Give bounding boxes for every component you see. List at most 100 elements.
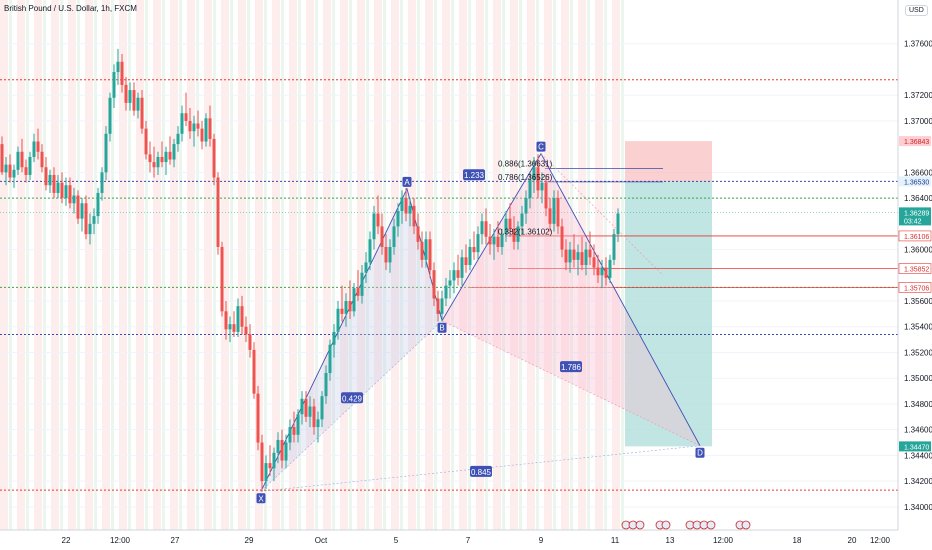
price-tick: 1.34200 xyxy=(904,477,932,486)
session-stripe xyxy=(493,0,501,530)
candle-body xyxy=(388,246,392,263)
candle-body xyxy=(72,195,76,204)
session-stripe xyxy=(400,0,403,530)
candle-body xyxy=(580,252,584,265)
candle-body xyxy=(436,298,440,314)
candle-body xyxy=(332,331,336,345)
price-tick: 1.37200 xyxy=(904,91,932,100)
candle-body xyxy=(396,210,400,227)
session-stripe xyxy=(536,0,539,530)
fib-label: 0.886(1.36631) xyxy=(498,159,553,168)
point-label-d: D xyxy=(697,449,703,458)
session-stripe xyxy=(357,0,365,530)
session-stripe xyxy=(0,0,8,530)
candle-body xyxy=(40,151,44,168)
price-tick: 1.35200 xyxy=(904,348,932,357)
candle-body xyxy=(544,182,548,209)
candle-body xyxy=(16,151,20,170)
candle-body xyxy=(536,167,540,191)
session-stripe xyxy=(119,0,127,530)
candle-body xyxy=(384,246,388,263)
candle-body xyxy=(148,154,152,163)
candle-body xyxy=(584,249,588,265)
candle-body xyxy=(428,239,432,271)
session-stripe xyxy=(136,0,144,530)
candle-body xyxy=(184,113,188,121)
candle-body xyxy=(444,285,448,299)
candle-body xyxy=(360,272,364,296)
candle-body xyxy=(600,267,604,276)
session-stripe xyxy=(570,0,573,530)
candle-body xyxy=(180,113,184,134)
session-stripe xyxy=(612,0,620,530)
candle-body xyxy=(528,180,532,199)
point-tag xyxy=(536,141,546,152)
candle-body xyxy=(216,177,220,247)
session-stripe xyxy=(544,0,552,530)
fib-label: 0.786(1.36526) xyxy=(498,173,553,182)
event-flag-icon xyxy=(661,520,671,530)
candle-body xyxy=(604,267,608,278)
ratio-label: 1.233 xyxy=(464,171,485,180)
price-tick: 1.36400 xyxy=(904,194,932,203)
session-stripe xyxy=(204,0,212,530)
candle-body xyxy=(240,306,244,327)
take-profit-zone xyxy=(625,181,712,447)
price-tick: 1.35600 xyxy=(904,297,932,306)
candle-body xyxy=(204,118,208,142)
candle-body xyxy=(472,246,476,253)
candle-body xyxy=(464,257,468,265)
candles xyxy=(0,48,620,492)
session-stripe xyxy=(340,0,348,530)
candle-body xyxy=(300,398,304,415)
session-stripe xyxy=(85,0,93,530)
session-stripe xyxy=(476,0,484,530)
price-label: 1.36843 xyxy=(904,139,929,146)
session-stripe xyxy=(170,0,178,530)
candle-body xyxy=(144,128,148,155)
candle-body xyxy=(568,249,572,263)
candle-body xyxy=(400,198,404,211)
candle-body xyxy=(292,427,296,435)
price-label: 1.36289 xyxy=(904,210,929,217)
session-stripe xyxy=(77,0,80,530)
candle-body xyxy=(316,419,320,428)
candle-body xyxy=(556,198,560,227)
price-tick: 1.34000 xyxy=(904,503,932,512)
candle-body xyxy=(564,249,568,263)
candle-body xyxy=(36,141,40,152)
candle-body xyxy=(356,288,360,296)
session-stripe xyxy=(94,0,97,530)
candle-body xyxy=(516,226,520,242)
candle-body xyxy=(228,324,232,330)
stop-loss-zone xyxy=(625,141,712,182)
currency-label[interactable]: USD xyxy=(905,5,928,16)
candle-body xyxy=(8,164,12,178)
session-stripe xyxy=(213,0,216,530)
candle-body xyxy=(124,84,128,103)
price-label-bg xyxy=(899,136,931,147)
candle-body xyxy=(560,226,564,250)
candle-body xyxy=(476,234,480,253)
session-stripe xyxy=(502,0,505,530)
session-stripe xyxy=(595,0,603,530)
session-stripe xyxy=(298,0,301,530)
candle-body xyxy=(264,463,268,482)
point-tag xyxy=(437,322,447,333)
session-stripe xyxy=(374,0,382,530)
candle-body xyxy=(552,198,556,224)
price-label-bg xyxy=(898,282,932,293)
point-tag xyxy=(695,447,705,458)
candle-body xyxy=(128,90,132,103)
candle-body xyxy=(20,151,24,168)
candle-body xyxy=(188,120,192,132)
candle-body xyxy=(288,427,292,443)
session-stripe xyxy=(306,0,314,530)
candle-body xyxy=(572,249,576,260)
candle-body xyxy=(508,218,512,229)
candle-body xyxy=(120,61,124,85)
candle-body xyxy=(432,270,436,299)
candle-body xyxy=(480,221,484,235)
